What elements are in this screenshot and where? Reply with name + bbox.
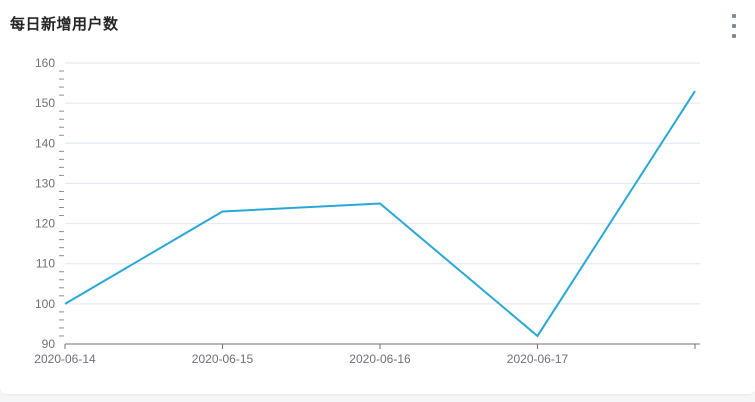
x-axis-label: 2020-06-14: [34, 352, 96, 366]
x-axis-label: 2020-06-17: [507, 352, 569, 366]
y-axis-label: 150: [35, 96, 55, 110]
chart-line[interactable]: [64, 90, 696, 338]
x-axis-label: 2020-06-15: [192, 352, 254, 366]
y-axis-label: 160: [35, 56, 55, 70]
y-axis-label: 130: [35, 176, 55, 190]
kebab-dot: [732, 34, 736, 38]
kebab-dot: [732, 14, 736, 18]
y-axis-label: 100: [35, 297, 55, 311]
chart-title: 每日新增用户数: [10, 16, 119, 33]
kebab-dot: [732, 24, 736, 28]
y-axis-label: 120: [35, 217, 55, 231]
y-axis-label: 140: [35, 136, 55, 150]
x-axis-label: 2020-06-16: [349, 352, 411, 366]
y-axis-label: 90: [42, 337, 56, 351]
y-axis-label: 110: [36, 257, 55, 271]
more-menu-icon[interactable]: [728, 13, 740, 39]
